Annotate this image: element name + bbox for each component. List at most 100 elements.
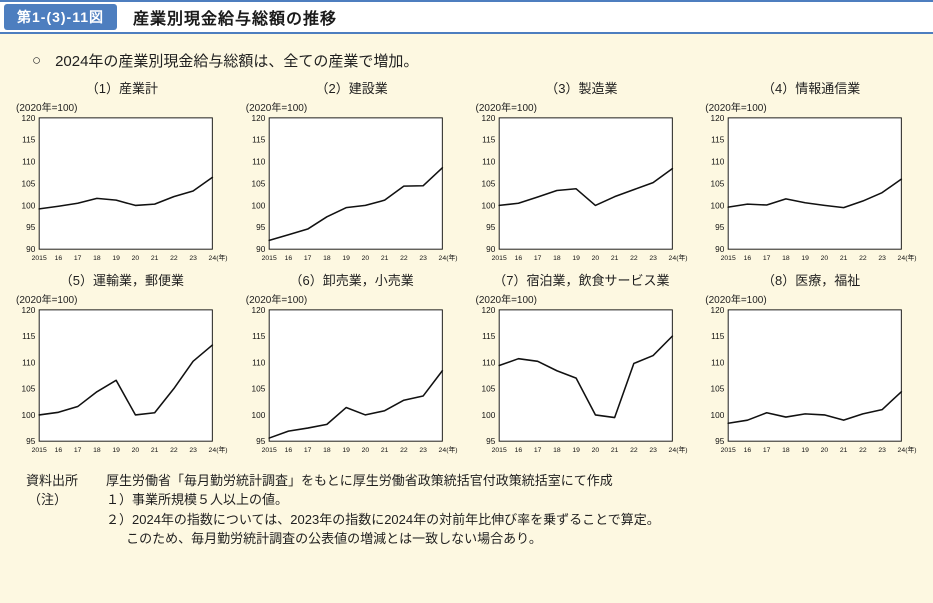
line-chart: 95 100 105 110 115 120 2015 16 17 18 19 20 21 22 23 24(… <box>22 306 228 454</box>
chart-unit-label: (2020年=100) <box>475 103 537 114</box>
svg-text:105: 105 <box>22 384 36 393</box>
svg-text:21: 21 <box>840 447 848 454</box>
svg-text:95: 95 <box>715 437 725 446</box>
circle-bullet-icon: ○ <box>32 52 42 69</box>
svg-text:(年): (年) <box>676 253 687 262</box>
svg-text:22: 22 <box>859 255 867 262</box>
line-chart: 90 95 100 105 110 115 120 2015 16 17 18 19 20 21 22 23 2… <box>22 114 228 262</box>
source-label: 資料出所 <box>26 472 79 488</box>
footer-notes: 資料出所 厚生労働省「毎月勤労統計調査」をもとに厚生労働省政策統括官付政策統括室… <box>26 471 933 549</box>
svg-text:22: 22 <box>400 447 408 454</box>
svg-text:18: 18 <box>323 255 331 262</box>
svg-text:(年): (年) <box>446 445 457 454</box>
svg-text:90: 90 <box>26 245 36 254</box>
svg-text:110: 110 <box>252 358 266 367</box>
svg-text:20: 20 <box>361 447 369 454</box>
chart-unit-label: (2020年=100) <box>16 294 78 306</box>
svg-text:19: 19 <box>112 255 120 262</box>
chart-title: （3）製造業 <box>545 81 618 96</box>
note-list: １）事業所規模５人以上の値。 ２）2024年の指数については、2023年の指数に… <box>106 490 933 549</box>
svg-text:120: 120 <box>711 114 725 123</box>
svg-text:115: 115 <box>711 136 725 145</box>
svg-text:2015: 2015 <box>32 447 47 454</box>
chart-panel-6: （6）卸売業，小売業 (2020年=100) 95 100 105 110 115 120… <box>240 271 464 457</box>
svg-text:18: 18 <box>782 255 790 262</box>
chart-panel-3: （3）製造業 (2020年=100) 90 95 100 105 110 115 120 20… <box>470 79 694 265</box>
svg-text:22: 22 <box>630 447 638 454</box>
svg-text:100: 100 <box>711 411 725 420</box>
svg-text:120: 120 <box>22 306 36 315</box>
svg-text:115: 115 <box>482 136 496 145</box>
svg-text:110: 110 <box>22 358 36 367</box>
chart-panel-8: （8）医療，福祉 (2020年=100) 95 100 105 110 115 120 20… <box>699 271 923 457</box>
figure-number-badge: 第1-(3)-11図 <box>4 4 118 30</box>
svg-text:24: 24 <box>209 447 217 454</box>
svg-text:120: 120 <box>251 114 265 123</box>
line-chart: 95 100 105 110 115 120 2015 16 17 18 19 20 21 22 23 24(… <box>711 306 917 454</box>
svg-text:120: 120 <box>711 306 725 315</box>
svg-text:105: 105 <box>251 384 265 393</box>
svg-text:21: 21 <box>381 255 389 262</box>
svg-text:105: 105 <box>22 179 36 188</box>
svg-text:21: 21 <box>610 255 618 262</box>
svg-text:23: 23 <box>879 447 887 454</box>
svg-text:120: 120 <box>481 306 495 315</box>
line-chart: 95 100 105 110 115 120 2015 16 17 18 19 20 21 22 23 24(… <box>481 306 687 454</box>
svg-text:90: 90 <box>486 245 496 254</box>
svg-text:(年): (年) <box>676 445 687 454</box>
summary-text: 2024年の産業別現金給与総額は、全ての産業で増加。 <box>55 53 419 70</box>
svg-text:100: 100 <box>251 411 265 420</box>
svg-text:22: 22 <box>400 255 408 262</box>
figure-header: 第1-(3)-11図 産業別現金給与総額の推移 <box>0 0 933 34</box>
svg-text:115: 115 <box>482 332 496 341</box>
svg-text:100: 100 <box>481 201 495 210</box>
page-title: 産業別現金給与総額の推移 <box>133 11 338 28</box>
svg-text:21: 21 <box>151 255 159 262</box>
chart-unit-label: (2020年=100) <box>705 294 767 306</box>
svg-text:100: 100 <box>22 201 36 210</box>
chart-panel-7: （7）宿泊業，飲食サービス業 (2020年=100) 95 100 105 110 11… <box>470 271 694 457</box>
svg-text:18: 18 <box>553 447 561 454</box>
svg-text:105: 105 <box>251 179 265 188</box>
svg-text:2015: 2015 <box>721 255 736 262</box>
svg-text:110: 110 <box>711 358 725 367</box>
svg-text:(年): (年) <box>446 253 457 262</box>
svg-text:23: 23 <box>189 447 197 454</box>
svg-text:2015: 2015 <box>261 255 276 262</box>
svg-text:110: 110 <box>252 158 266 167</box>
svg-text:19: 19 <box>572 447 580 454</box>
svg-text:24: 24 <box>438 447 446 454</box>
svg-text:22: 22 <box>630 255 638 262</box>
svg-text:100: 100 <box>711 201 725 210</box>
svg-text:105: 105 <box>711 179 725 188</box>
svg-text:16: 16 <box>514 255 522 262</box>
svg-text:21: 21 <box>381 447 389 454</box>
svg-text:20: 20 <box>361 255 369 262</box>
svg-text:24: 24 <box>898 255 906 262</box>
chart-panel-1: （1）産業計 (2020年=100) 90 95 100 105 110 115 120 20… <box>10 79 234 265</box>
svg-text:16: 16 <box>284 255 292 262</box>
svg-text:20: 20 <box>821 255 829 262</box>
svg-text:24: 24 <box>898 447 906 454</box>
chart-grid: （1）産業計 (2020年=100) 90 95 100 105 110 115 120 20… <box>0 75 933 457</box>
svg-text:19: 19 <box>572 255 580 262</box>
svg-text:21: 21 <box>840 255 848 262</box>
chart-panel-4: （4）情報通信業 (2020年=100) 90 95 100 105 110 115 120… <box>699 79 923 265</box>
chart-title: （2）建設業 <box>315 81 388 96</box>
svg-text:17: 17 <box>74 447 82 454</box>
svg-text:110: 110 <box>711 158 725 167</box>
line-chart: 95 100 105 110 115 120 2015 16 17 18 19 20 21 22 23 24(… <box>251 306 457 454</box>
svg-text:100: 100 <box>22 411 36 420</box>
svg-text:120: 120 <box>251 306 265 315</box>
note-item: １）事業所規模５人以上の値。 <box>106 492 289 507</box>
svg-text:(年): (年) <box>216 445 227 454</box>
svg-text:90: 90 <box>715 245 725 254</box>
svg-text:24: 24 <box>668 255 676 262</box>
svg-text:23: 23 <box>189 255 197 262</box>
line-chart: 90 95 100 105 110 115 120 2015 16 17 18 19 20 21 22 23 2… <box>251 114 457 262</box>
svg-text:21: 21 <box>610 447 618 454</box>
svg-text:2015: 2015 <box>32 255 47 262</box>
svg-text:23: 23 <box>419 447 427 454</box>
svg-text:16: 16 <box>55 447 63 454</box>
svg-text:19: 19 <box>342 447 350 454</box>
